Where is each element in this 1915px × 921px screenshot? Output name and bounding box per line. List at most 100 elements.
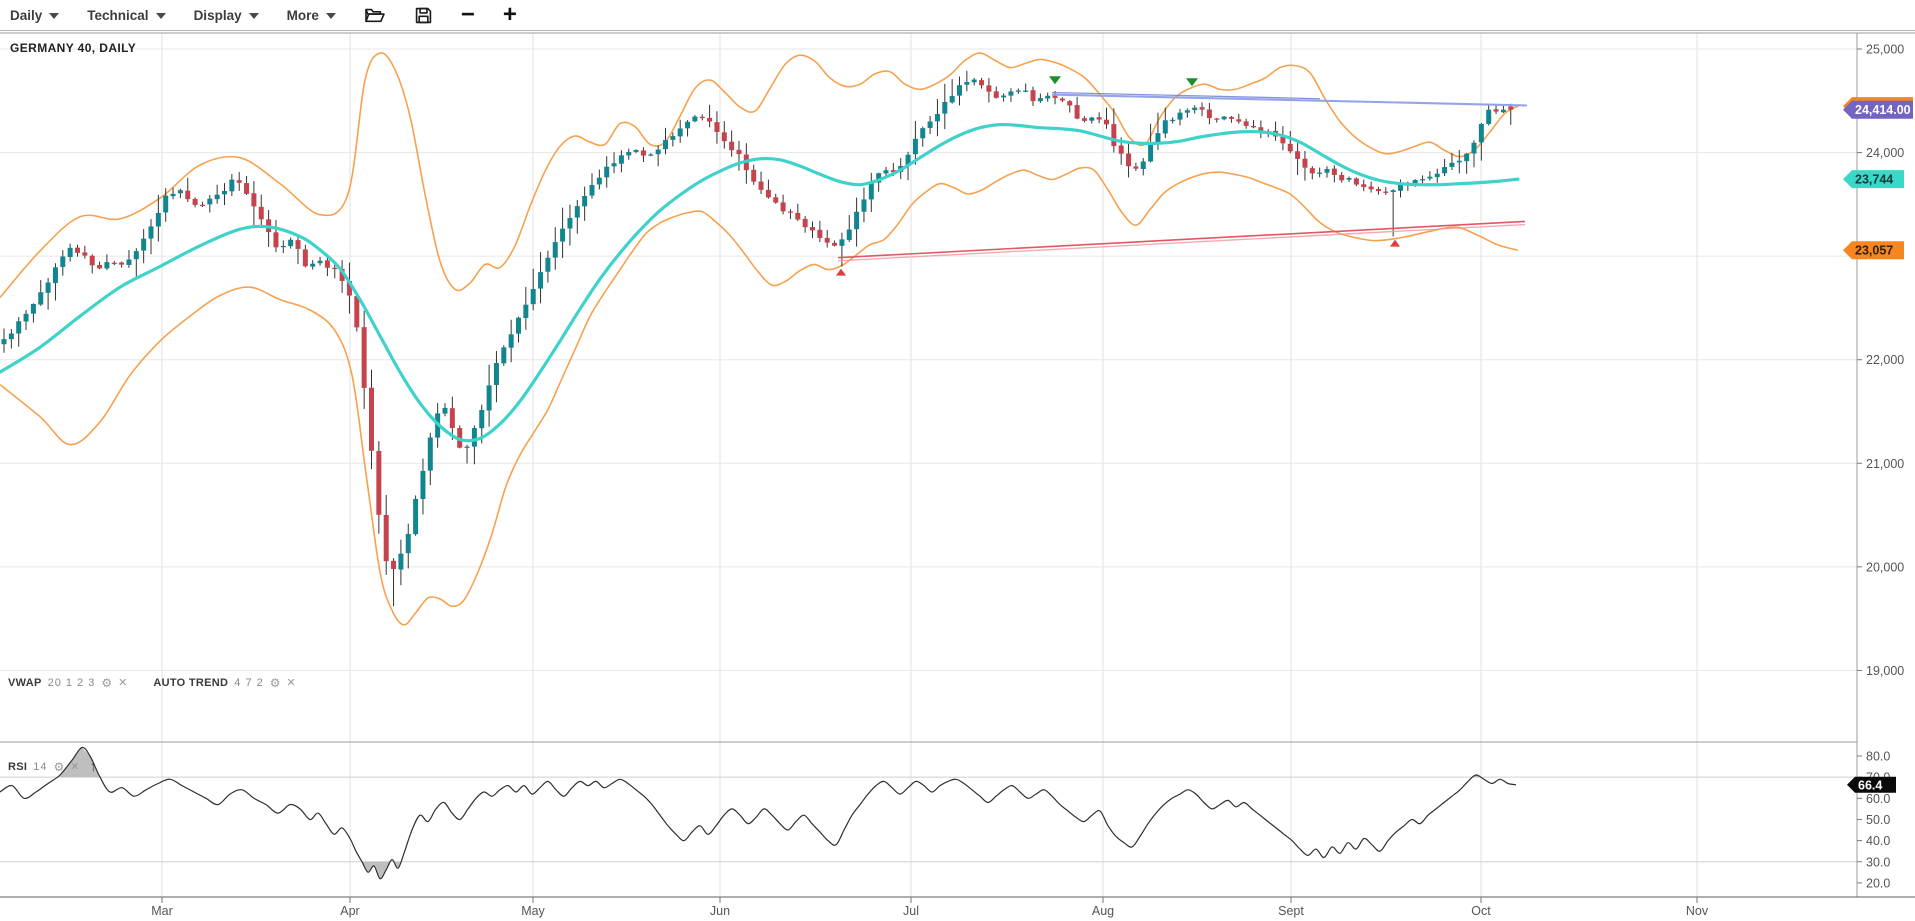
candle-body [765,189,771,198]
candle-body [839,239,845,246]
zoom-in-icon[interactable]: + [502,1,517,28]
candle-body [957,85,962,96]
candle-body [1155,133,1161,145]
candle-body [1251,125,1256,128]
candle-body [516,317,521,334]
auto-trend-legend-label: AUTO TREND [153,677,229,689]
candle-body [1008,91,1014,96]
candle-body [611,163,617,167]
chevron-down-icon [325,13,336,19]
candle-body [192,198,198,205]
candle-body [449,408,455,428]
gear-icon[interactable]: ⚙ [53,759,65,774]
candle-body [133,251,139,260]
candle-body [1192,107,1198,111]
open-folder-icon[interactable] [364,6,386,24]
candle-body [1302,158,1308,168]
candle-body [979,80,985,86]
price-tick-label: 22,000 [1866,353,1904,367]
candle-body [391,560,397,570]
candle-body [920,128,926,139]
candle-body [942,101,948,114]
candle-body [758,181,764,190]
candle-body [1059,98,1065,101]
candle-body [155,212,161,227]
candle-body [1243,121,1249,126]
more-menu[interactable]: More [287,8,336,23]
candle-body [288,239,294,247]
candle-body [302,249,308,267]
candle-body [163,195,169,213]
chevron-down-icon [49,13,60,19]
candle-body [420,470,426,500]
candle-body [1493,109,1499,112]
candle-body [398,553,404,570]
candle-body [104,262,110,269]
candle-body [721,132,727,142]
timeframe-menu-label: Daily [10,7,43,23]
rsi-tick-label: 50.0 [1866,813,1890,827]
gear-icon[interactable]: ⚙ [101,676,113,690]
candle-body [1464,153,1470,162]
month-label: Apr [340,904,359,918]
candle-body [141,238,147,251]
candle-body [795,212,801,220]
vwap-line [0,122,1520,443]
candle-body [1221,116,1227,120]
candle-body [707,117,713,122]
rsi-tick-label: 80.0 [1866,750,1890,764]
close-icon[interactable]: ✕ [286,677,296,689]
candle-body [1361,184,1367,188]
candle-body [905,154,911,166]
gear-icon[interactable]: ⚙ [269,676,281,690]
candle-body [560,228,566,242]
upper-band-line [0,52,1519,299]
candle-body [1236,119,1242,122]
candle-body [119,262,125,265]
last-price-badge-label: 24,414.00 [1855,103,1911,117]
candle-body [523,304,529,319]
technical-menu[interactable]: Technical [87,7,166,23]
candle-body [648,154,654,156]
candle-body [1500,109,1506,113]
candle-body [185,190,191,200]
candle-body [346,280,352,296]
candle-body [846,229,852,240]
technical-menu-label: Technical [87,7,149,23]
candle-body [1148,144,1154,162]
candle-body [508,334,514,348]
timeframe-menu[interactable]: Daily [10,7,60,23]
candle-body [1104,119,1109,125]
candle-body [1383,191,1389,193]
candle-body [1177,112,1183,120]
zoom-out-icon[interactable]: − [460,1,475,28]
save-icon[interactable] [414,6,433,25]
candle-body [861,199,867,212]
candle-body [1339,174,1345,181]
chart-title: GERMANY 40, DAILY [10,41,137,55]
candle-body [369,387,374,451]
candle-body [1368,186,1374,190]
candle-body [310,263,316,267]
display-menu-label: Display [193,7,242,23]
candle-body [82,252,88,256]
candle-body [1067,101,1073,106]
expand-arrow-icon[interactable]: ↑ [89,758,97,775]
display-menu[interactable]: Display [194,8,259,23]
close-icon[interactable]: ✕ [70,760,80,773]
candle-body [442,407,448,414]
candle-body [552,242,558,258]
candle-body [1118,145,1124,154]
candle-body [545,257,551,272]
candle-body [677,128,683,137]
rsi-badge-label: 66.4 [1858,778,1882,792]
close-icon[interactable]: ✕ [118,677,128,689]
candle-body [170,193,176,197]
candle-body [1427,176,1433,179]
candle-body [60,256,66,267]
candle-body [1162,120,1168,134]
candle-body [222,190,227,195]
candle-body [332,267,338,270]
